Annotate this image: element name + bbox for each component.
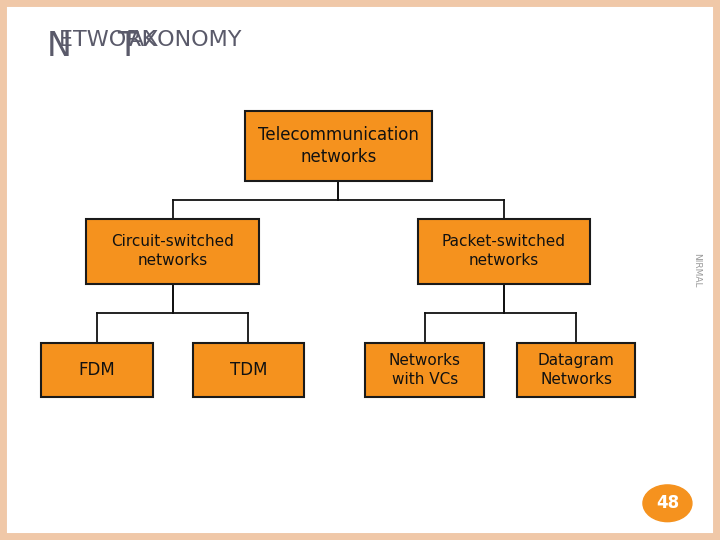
Text: Telecommunication
networks: Telecommunication networks xyxy=(258,126,419,166)
FancyBboxPatch shape xyxy=(245,111,432,181)
Text: TDM: TDM xyxy=(230,361,267,379)
Text: Packet-switched
networks: Packet-switched networks xyxy=(442,234,566,268)
Text: ETWORK: ETWORK xyxy=(59,30,163,50)
Text: T: T xyxy=(117,30,138,63)
FancyBboxPatch shape xyxy=(418,219,590,284)
Text: Datagram
Networks: Datagram Networks xyxy=(538,353,614,387)
Text: N: N xyxy=(47,30,72,63)
FancyBboxPatch shape xyxy=(42,343,153,397)
FancyBboxPatch shape xyxy=(192,343,304,397)
Circle shape xyxy=(643,485,692,522)
Text: FDM: FDM xyxy=(78,361,116,379)
Text: 48: 48 xyxy=(656,494,679,512)
FancyBboxPatch shape xyxy=(517,343,636,397)
Text: Circuit-switched
networks: Circuit-switched networks xyxy=(112,234,234,268)
Text: Networks
with VCs: Networks with VCs xyxy=(389,353,461,387)
Text: NIRMAL: NIRMAL xyxy=(692,253,701,287)
Text: AXONOMY: AXONOMY xyxy=(130,30,243,50)
FancyBboxPatch shape xyxy=(86,219,259,284)
FancyBboxPatch shape xyxy=(365,343,484,397)
